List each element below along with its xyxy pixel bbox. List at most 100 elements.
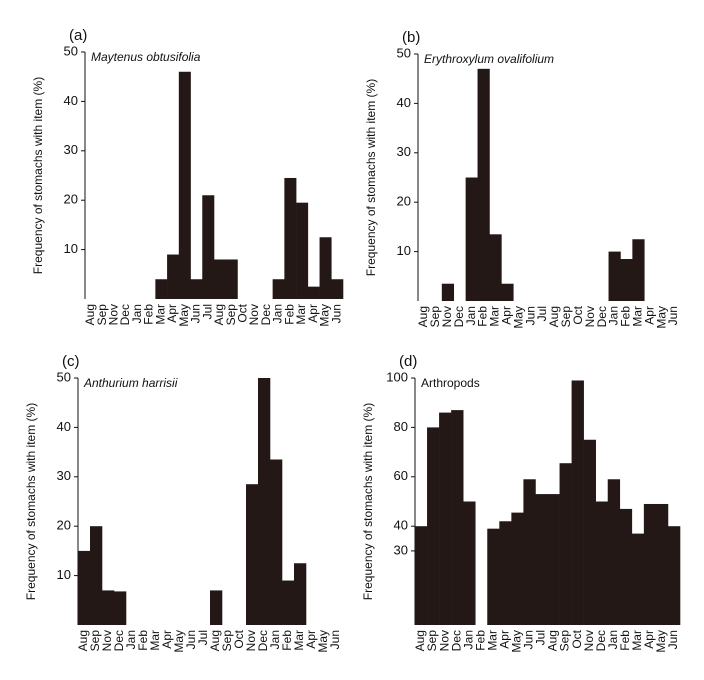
bar <box>501 283 514 301</box>
x-tick-label: May <box>510 630 524 653</box>
x-tick-label: Jun <box>522 630 536 649</box>
x-tick-label: Mar <box>294 304 308 325</box>
y-tick-label: 30 <box>397 144 411 159</box>
bar <box>559 463 572 625</box>
x-tick-label: Jan <box>461 630 475 649</box>
x-tick-label: Aug <box>208 630 222 651</box>
x-tick-label: Mar <box>485 630 499 651</box>
x-tick-label: Dec <box>452 306 466 327</box>
x-tick-label: Oct <box>232 629 246 648</box>
x-tick-label: Jun <box>666 630 680 649</box>
bar <box>595 501 609 625</box>
y-tick-label: 10 <box>397 243 411 258</box>
bar <box>202 195 215 299</box>
bar <box>608 251 621 301</box>
x-tick-label: Aug <box>76 630 90 651</box>
x-tick-label: Sep <box>425 630 439 652</box>
y-tick-label: 10 <box>64 241 78 256</box>
bar <box>583 439 596 625</box>
x-tick-label: Dec <box>594 630 608 651</box>
panel-title: Anthurium harrisii <box>83 376 178 390</box>
x-tick-label: Nov <box>440 306 454 327</box>
bar <box>571 380 584 625</box>
bar <box>210 590 223 625</box>
x-tick-label: Sep <box>220 630 234 652</box>
x-tick-label: Mar <box>153 304 167 325</box>
y-tick-label: 80 <box>394 419 408 434</box>
x-tick-label: Oct <box>571 305 585 324</box>
bar <box>167 254 180 299</box>
x-tick-label: Nov <box>100 630 114 651</box>
x-tick-label: Nov <box>582 630 596 651</box>
y-tick-label: 40 <box>57 419 71 434</box>
y-axis-label: Frequency of stomachs with item (%) <box>31 77 45 274</box>
bar <box>190 279 203 299</box>
y-tick-label: 20 <box>397 194 411 209</box>
x-tick-label: May <box>172 630 186 653</box>
x-tick-label: Apr <box>165 304 179 323</box>
x-tick-label: Dec <box>256 630 270 651</box>
x-tick-label: Sep <box>224 304 238 326</box>
y-tick-label: 40 <box>64 93 78 108</box>
bar <box>547 494 560 625</box>
x-tick-label: Sep <box>88 630 102 652</box>
x-tick-label: Apr <box>498 630 512 649</box>
bar <box>282 580 295 625</box>
x-tick-label: Sep <box>558 630 572 652</box>
bar <box>178 71 191 299</box>
bar <box>331 279 344 299</box>
panel-title: Maytenus obtusifolia <box>91 50 201 64</box>
bar <box>102 590 115 625</box>
x-tick-label: Aug <box>416 306 430 327</box>
x-tick-label: Jul <box>535 306 549 321</box>
x-tick-label: Dec <box>118 304 132 325</box>
bar <box>620 259 633 301</box>
bar <box>465 177 478 301</box>
x-tick-label: Feb <box>142 304 156 325</box>
bar <box>463 501 476 625</box>
x-tick-label: Dec <box>259 304 273 325</box>
bar <box>439 412 452 625</box>
bar <box>511 512 524 625</box>
x-tick-label: Dec <box>449 630 463 651</box>
y-tick-label: 40 <box>397 95 411 110</box>
x-tick-label: Jan <box>124 630 138 649</box>
x-tick-label: Apr <box>642 306 656 325</box>
panel-title: Arthropods <box>421 376 480 390</box>
bar <box>214 259 227 299</box>
bar <box>155 279 168 299</box>
x-tick-label: Dec <box>112 630 126 651</box>
bar <box>319 237 332 299</box>
bar <box>451 410 464 625</box>
bar <box>619 508 633 625</box>
x-tick-label: Mar <box>630 630 644 651</box>
bar <box>643 503 657 625</box>
x-tick-label: Jan <box>130 304 144 323</box>
x-tick-label: Jun <box>189 304 203 323</box>
y-tick-label: 20 <box>64 192 78 207</box>
y-tick-label: 50 <box>64 43 78 58</box>
panel-label: (c) <box>62 353 80 370</box>
x-tick-label: Sep <box>559 306 573 328</box>
x-tick-label: Nov <box>106 304 120 325</box>
x-tick-label: Nov <box>244 630 258 651</box>
x-tick-label: Apr <box>160 630 174 649</box>
x-tick-label: Feb <box>619 306 633 327</box>
x-tick-label: Feb <box>282 304 296 325</box>
x-tick-label: Aug <box>83 304 97 325</box>
x-tick-label: May <box>654 630 668 653</box>
y-axis-label: Frequency of stomachs with item (%) <box>364 79 378 276</box>
bar <box>499 521 512 625</box>
x-tick-label: Oct <box>570 629 584 648</box>
y-tick-label: 30 <box>57 468 71 483</box>
bar <box>655 503 669 625</box>
x-tick-label: Feb <box>280 630 294 651</box>
y-tick-label: 40 <box>394 518 408 533</box>
bar <box>427 427 440 625</box>
bar <box>294 563 307 625</box>
bar <box>489 234 502 301</box>
x-tick-label: Jun <box>523 306 537 325</box>
bar <box>523 479 536 625</box>
x-tick-label: May <box>177 304 191 327</box>
